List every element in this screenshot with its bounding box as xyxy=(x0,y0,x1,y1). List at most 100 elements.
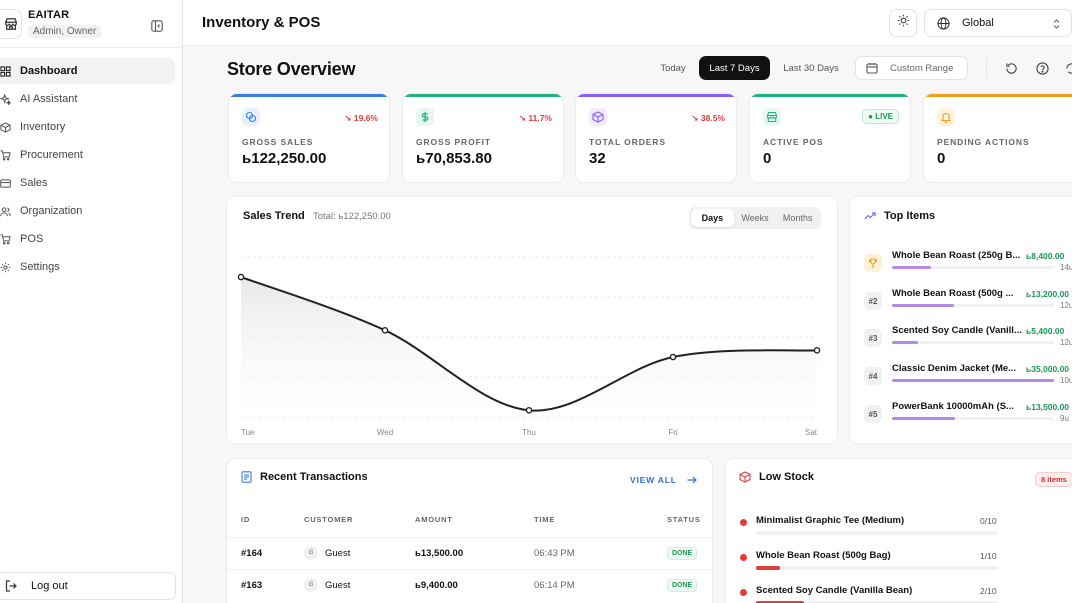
view-all-link[interactable]: VIEW ALL xyxy=(630,475,697,485)
theme-toggle-button[interactable] xyxy=(889,9,917,37)
top-item-qty: 14u xyxy=(1060,263,1072,272)
range-custom[interactable]: Custom Range xyxy=(855,56,968,80)
tab-months[interactable]: Months xyxy=(782,213,813,223)
sidebar-item-inventory[interactable]: Inventory xyxy=(0,114,175,140)
chevron-updown-icon xyxy=(1052,18,1061,30)
top-item-row[interactable]: #2 Whole Bean Roast (500g ... ь13,200.00 12… xyxy=(864,288,1072,324)
top-item-qty: 12u xyxy=(1060,301,1072,310)
region-select[interactable]: Global xyxy=(924,9,1072,37)
transaction-time: 06:43 PM xyxy=(534,548,575,559)
data-point xyxy=(381,327,389,334)
top-item-name: Classic Denim Jacket (Me... xyxy=(892,363,1017,374)
sidebar-item-label: Organization xyxy=(20,205,83,217)
stock-level-bar xyxy=(756,566,998,570)
logout-button[interactable]: Log out xyxy=(0,572,176,600)
card-icon xyxy=(0,178,11,189)
table-row[interactable]: #164 G Guest ь13,500.00 06:43 PM DONE xyxy=(227,537,714,569)
low-stock-row[interactable]: Minimalist Graphic Tee (Medium) 0/10 xyxy=(740,515,1040,545)
brand-role: Admin, Owner xyxy=(28,24,102,38)
tab-weeks[interactable]: Weeks xyxy=(741,213,769,223)
region-value: Global xyxy=(962,17,994,29)
sidebar-collapse-icon[interactable] xyxy=(151,19,163,32)
top-item-name: Scented Soy Candle (Vanill... xyxy=(892,325,1022,336)
top-item-name: Whole Bean Roast (500g ... xyxy=(892,288,1014,299)
column-header-time: TIME xyxy=(534,515,556,524)
kpi-value: 0 xyxy=(937,150,946,167)
kpi-accent-bar xyxy=(576,94,736,97)
range-last-30-days[interactable]: Last 30 Days xyxy=(783,62,839,74)
refresh-icon[interactable] xyxy=(1005,62,1018,75)
top-item-progress xyxy=(892,417,1054,420)
coins-icon xyxy=(242,108,260,126)
sales-trend-total: Total: ь122,250.00 xyxy=(313,211,391,222)
top-item-qty: 10u xyxy=(1060,376,1072,385)
x-tick-label: Thu xyxy=(522,428,536,437)
status-badge: DONE xyxy=(667,547,698,560)
status-badge: DONE xyxy=(667,579,698,592)
alert-dot-icon xyxy=(740,554,747,561)
low-stock-qty: 2/10 xyxy=(980,586,997,596)
brand-name: EAITAR xyxy=(28,8,70,21)
kpi-change: ↘ 11.7% xyxy=(518,113,552,123)
kpi-label: TOTAL ORDERS xyxy=(589,137,666,147)
sidebar-item-dashboard[interactable]: Dashboard xyxy=(0,58,175,84)
custom-range-label: Custom Range xyxy=(890,62,954,74)
top-item-progress xyxy=(892,379,1054,382)
rank-badge: #5 xyxy=(864,405,882,423)
kpi-gross-profit[interactable]: ↘ 11.7% GROSS PROFIT ь70,853.80 xyxy=(402,93,564,183)
globe-icon xyxy=(937,16,950,30)
sidebar-item-settings[interactable]: Settings xyxy=(0,254,175,280)
kpi-active-pos[interactable]: ● LIVE ACTIVE POS 0 xyxy=(749,93,911,183)
sync-icon[interactable] xyxy=(1065,62,1072,75)
low-stock-card: Low Stock 8 items Minimalist Graphic Tee… xyxy=(725,458,1072,603)
help-icon[interactable] xyxy=(1036,62,1049,75)
kpi-value: ь122,250.00 xyxy=(242,150,327,167)
tab-days[interactable]: Days xyxy=(691,209,734,227)
customer-name: Guest xyxy=(325,548,351,559)
sales-trend-chart: Tue Wed Thu Fri Sat xyxy=(237,256,821,437)
top-item-amount: ь8,400.00 xyxy=(1026,251,1065,261)
low-stock-row[interactable]: Whole Bean Roast (500g Bag) 1/10 xyxy=(740,550,1040,580)
range-last-7-days[interactable]: Last 7 Days xyxy=(699,56,770,80)
sales-trend-card: Tue Wed Thu Fri Sat Sales Trend Total: ь122,… xyxy=(226,196,838,444)
arrow-right-icon xyxy=(687,476,697,484)
top-item-amount: ь13,200.00 xyxy=(1026,289,1070,299)
kpi-label: GROSS SALES xyxy=(242,137,314,147)
top-item-row[interactable]: #3 Scented Soy Candle (Vanill... ь5,400.00… xyxy=(864,325,1072,361)
top-item-amount: ь13,500.00 xyxy=(1026,402,1070,412)
stock-level-fill xyxy=(756,601,805,603)
x-tick-label: Fri xyxy=(668,428,678,437)
kpi-total-orders[interactable]: ↘ 38.5% TOTAL ORDERS 32 xyxy=(575,93,737,183)
kpi-gross-sales[interactable]: ↘ 19.6% GROSS SALES ь122,250.00 xyxy=(228,93,390,183)
top-item-amount: ь35,000.00 xyxy=(1026,364,1070,374)
kpi-accent-bar xyxy=(403,94,563,97)
range-today[interactable]: Today xyxy=(660,62,686,74)
sidebar-item-ai-assistant[interactable]: AI Assistant xyxy=(0,86,175,112)
top-item-qty: 12u xyxy=(1060,338,1072,347)
low-stock-row[interactable]: Scented Soy Candle (Vanilla Bean) 2/10 xyxy=(740,585,1040,603)
gear-icon xyxy=(0,262,11,273)
kpi-change: ↘ 38.5% xyxy=(691,113,725,123)
column-header-id: ID xyxy=(241,515,251,524)
sidebar-item-procurement[interactable]: Procurement xyxy=(0,142,175,168)
kpi-accent-bar xyxy=(750,94,910,97)
kpi-pending-actions[interactable]: PENDING ACTIONS 0 xyxy=(923,93,1072,183)
low-stock-item-name: Minimalist Graphic Tee (Medium) xyxy=(756,515,905,526)
top-item-row[interactable]: Whole Bean Roast (250g B... ь8,400.00 14u xyxy=(864,250,1072,286)
sidebar-item-label: Procurement xyxy=(20,149,83,161)
data-point xyxy=(237,273,245,281)
top-item-progress-fill xyxy=(892,266,931,269)
sidebar-item-pos[interactable]: POS xyxy=(0,226,175,252)
sidebar-item-sales[interactable]: Sales xyxy=(0,170,175,196)
top-item-progress-fill xyxy=(892,304,954,307)
sidebar-item-organization[interactable]: Organization xyxy=(0,198,175,224)
sidebar-item-label: Sales xyxy=(20,177,48,189)
overview-title: Store Overview xyxy=(227,59,356,79)
logout-label: Log out xyxy=(31,580,68,592)
cart-icon xyxy=(0,149,11,161)
main-content: Store Overview Today Last 7 Days Last 30… xyxy=(183,46,1072,603)
kpi-accent-bar xyxy=(229,94,389,97)
table-row[interactable]: #163 G Guest ь9,400.00 06:14 PM DONE xyxy=(227,569,714,601)
top-item-row[interactable]: #5 PowerBank 10000mAh (S... ь13,500.00 9u xyxy=(864,401,1072,437)
top-item-row[interactable]: #4 Classic Denim Jacket (Me... ь35,000.00 1… xyxy=(864,363,1072,399)
